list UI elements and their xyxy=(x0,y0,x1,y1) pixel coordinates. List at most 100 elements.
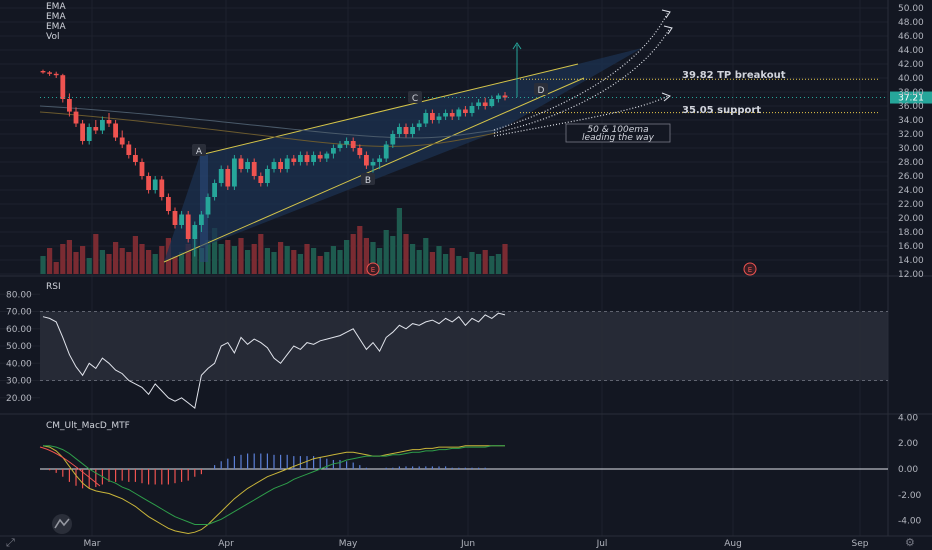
macd-title: CM_Ult_MacD_MTF xyxy=(46,421,130,431)
volume-bar xyxy=(271,252,277,274)
price-tick-label: 24.00 xyxy=(898,186,924,196)
point-marker-bg xyxy=(534,83,548,95)
candle-body xyxy=(304,155,310,162)
volume-bar xyxy=(297,254,303,274)
legend-vol: Vol xyxy=(46,32,60,42)
volume-bar xyxy=(218,244,224,274)
zoom-icon[interactable]: ⤢ xyxy=(6,536,15,549)
legend: EMA EMA EMA Vol xyxy=(46,2,66,42)
rsi-tick-label: 70.00 xyxy=(6,308,32,318)
volume-bar xyxy=(423,238,429,274)
macd-pane: -4.00 -2.00 0.00 2.00 4.00 xyxy=(39,413,922,535)
candle-body xyxy=(370,162,376,166)
price-tick-label: 46.00 xyxy=(898,32,924,42)
ema-line xyxy=(39,111,497,147)
volume-bar xyxy=(231,246,237,274)
volume-bar xyxy=(86,258,92,274)
candle-body xyxy=(73,111,79,124)
candle-body xyxy=(390,134,396,145)
volume-bar xyxy=(185,244,191,274)
volume-bar xyxy=(278,242,284,274)
legend-ema-2: EMA xyxy=(46,12,66,22)
candle-body xyxy=(291,158,297,162)
price-tick-label: 22.00 xyxy=(898,200,924,210)
candle-body xyxy=(166,197,171,211)
wedge-lower-line xyxy=(163,77,585,263)
ema-line xyxy=(39,105,497,139)
price-axes: 12.00 14.00 16.00 18.00 20.00 22.00 24.00 26.00… xyxy=(898,4,924,280)
macd-tick-label: -4.00 xyxy=(898,517,922,527)
projection-arrow-2 xyxy=(663,25,673,35)
volume-bar xyxy=(139,244,145,274)
volume-bar xyxy=(482,250,488,274)
volume-bar xyxy=(324,252,330,274)
macd-early-segment xyxy=(39,446,101,487)
candle-body xyxy=(146,176,151,190)
volume-bar xyxy=(93,234,99,274)
legend-ema-3: EMA xyxy=(46,22,66,32)
earnings-label: E xyxy=(748,266,752,274)
candle-body xyxy=(284,158,290,169)
candle-body xyxy=(278,162,283,169)
price-tick-label: 20.00 xyxy=(898,214,924,224)
point-marker-bg xyxy=(361,173,375,185)
candle-body xyxy=(172,211,178,225)
volume-bar xyxy=(489,256,495,274)
candle-body xyxy=(489,99,495,106)
candle-body xyxy=(258,176,264,183)
rsi-pane: 20.00 30.00 40.00 50.00 60.00 70.00 80.00 xyxy=(0,290,888,409)
volume-bar xyxy=(126,252,132,274)
volume-bar xyxy=(159,246,165,274)
candle-body xyxy=(232,158,237,187)
candle-body xyxy=(60,75,66,99)
volume-bar xyxy=(357,226,363,274)
candle-body xyxy=(430,113,435,120)
volume-bar xyxy=(429,252,435,274)
volume-bar xyxy=(403,234,409,274)
time-tick-label: Aug xyxy=(724,539,742,549)
price-tick-label: 50.00 xyxy=(898,4,924,14)
volume-bar xyxy=(73,252,79,274)
volume-bar xyxy=(443,254,449,274)
earnings-marker-icon xyxy=(743,262,757,276)
volume-bar xyxy=(462,258,468,274)
time-tick-label: Apr xyxy=(218,539,234,549)
candle-body xyxy=(212,183,217,197)
candle-body xyxy=(403,127,409,134)
volume-bar xyxy=(264,248,270,274)
rsi-band xyxy=(40,311,888,381)
candle-body xyxy=(423,113,429,124)
volume-bar xyxy=(284,246,290,274)
candle-body xyxy=(436,116,442,120)
volume-bar xyxy=(47,248,53,274)
volume-bar xyxy=(456,256,462,274)
candle-body xyxy=(364,155,369,166)
price-tick-label: 36.00 xyxy=(898,102,924,112)
candle-body xyxy=(139,162,145,176)
volume-bar xyxy=(344,240,350,274)
candle-body xyxy=(225,169,231,187)
volume-bar xyxy=(363,238,369,274)
rsi-tick-label: 40.00 xyxy=(6,359,32,369)
candle-body xyxy=(496,95,501,99)
annotations: 39.82 TP breakout 35.05 support 50 & 100em… xyxy=(40,9,932,276)
gear-icon[interactable]: ⚙ xyxy=(905,536,915,549)
support-label: 35.05 support xyxy=(682,105,761,116)
volume-bar xyxy=(390,236,396,274)
ema-note-line-2: leading the way xyxy=(582,133,655,143)
candle-body xyxy=(205,197,211,215)
candle-body xyxy=(126,144,132,155)
candle-body xyxy=(152,179,158,190)
candle-body xyxy=(502,95,508,98)
candle-body xyxy=(331,148,336,154)
candle-body xyxy=(238,158,244,169)
volume-bar xyxy=(330,246,336,274)
price-tick-label: 28.00 xyxy=(898,158,924,168)
volume-bar xyxy=(469,252,475,274)
point-marker-bg xyxy=(408,91,422,103)
candle-body xyxy=(311,155,316,162)
volume-bar xyxy=(245,250,251,274)
tradingview-logo-icon xyxy=(52,514,72,534)
volume-bar xyxy=(502,244,508,274)
